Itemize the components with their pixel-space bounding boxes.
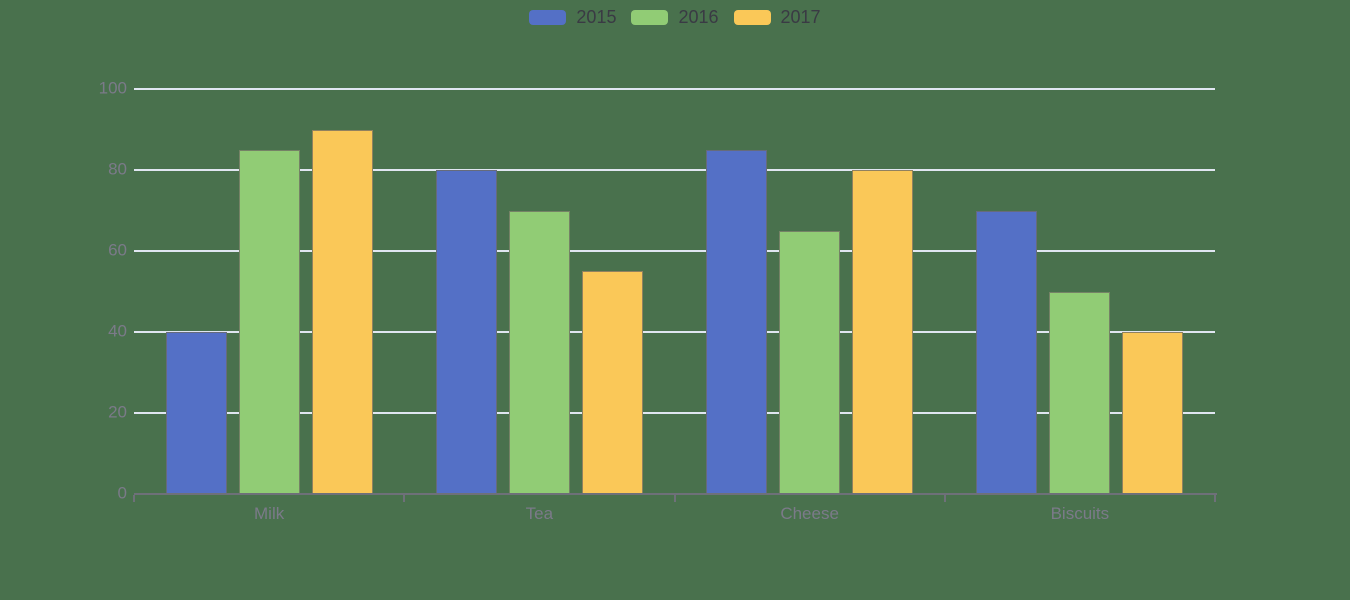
x-axis-tick <box>403 495 406 502</box>
legend-label: 2017 <box>780 7 821 27</box>
y-axis-label-100: 100 <box>98 78 127 98</box>
legend-item-2015[interactable]: 2015 <box>529 7 616 28</box>
gridline-60 <box>134 250 1215 252</box>
bar-biscuits-2015[interactable] <box>976 210 1038 494</box>
x-axis-label-cheese: Cheese <box>780 504 839 523</box>
y-axis-label-80: 80 <box>108 159 127 179</box>
bar-tea-2017[interactable] <box>581 271 643 494</box>
legend-swatch-icon <box>631 10 669 25</box>
bar-milk-2015[interactable] <box>165 332 227 494</box>
gridline-80 <box>134 169 1215 171</box>
legend-label: 2015 <box>576 7 617 27</box>
y-axis-label-20: 20 <box>108 402 127 422</box>
legend-item-2016[interactable]: 2016 <box>631 7 719 28</box>
bar-milk-2016[interactable] <box>238 149 300 494</box>
bar-cheese-2016[interactable] <box>779 230 841 494</box>
x-axis-label-tea: Tea <box>525 504 554 523</box>
bar-biscuits-2016[interactable] <box>1049 291 1111 494</box>
x-axis-tick <box>673 495 676 502</box>
bar-milk-2017[interactable] <box>311 129 373 494</box>
y-axis-label-60: 60 <box>108 240 127 260</box>
x-axis-label-biscuits: Biscuits <box>1050 504 1110 523</box>
chart-legend: 2015 2016 2017 <box>0 7 1350 28</box>
gridline-40 <box>134 331 1215 333</box>
bar-biscuits-2017[interactable] <box>1122 332 1184 494</box>
x-axis-tick <box>133 495 135 502</box>
bar-tea-2015[interactable] <box>435 170 497 494</box>
x-axis-label-milk: Milk <box>254 504 285 523</box>
bar-tea-2016[interactable] <box>508 210 570 494</box>
bar-cheese-2015[interactable] <box>706 149 768 494</box>
x-axis-line <box>134 493 1217 495</box>
legend-swatch-icon <box>733 10 771 25</box>
y-axis-label-0: 0 <box>117 483 127 503</box>
x-axis-tick <box>943 495 946 502</box>
gridline-100 <box>134 88 1215 90</box>
x-axis-tick <box>1214 495 1216 502</box>
legend-swatch-icon <box>529 10 567 25</box>
gridline-20 <box>134 412 1215 414</box>
bar-cheese-2017[interactable] <box>852 170 914 494</box>
y-axis-label-40: 40 <box>108 321 127 341</box>
legend-label: 2016 <box>678 7 719 27</box>
legend-item-2017[interactable]: 2017 <box>733 7 821 28</box>
